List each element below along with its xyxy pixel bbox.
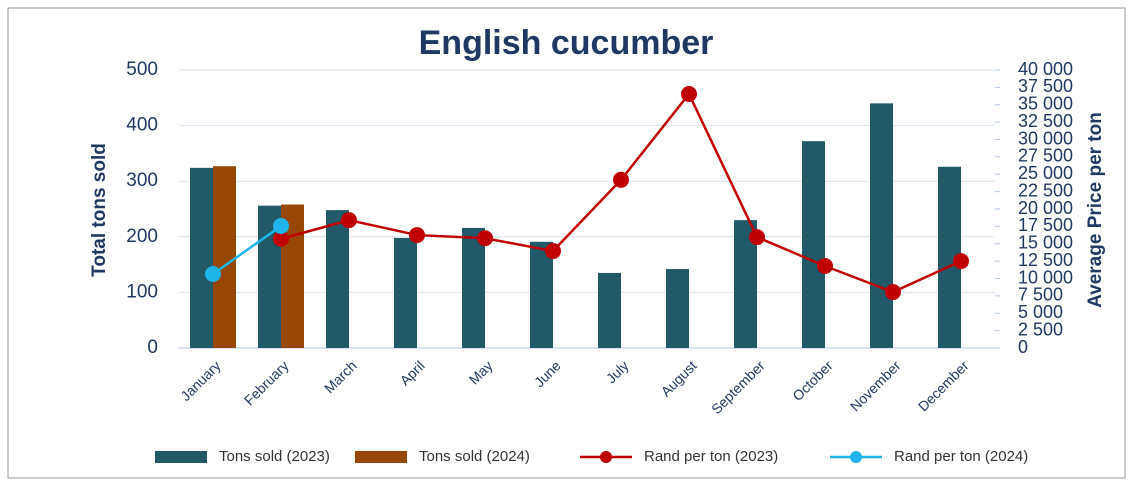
- line-marker: [613, 171, 629, 188]
- y2-tick-label: 17 500: [1018, 215, 1073, 235]
- y2-tick-label: 20 000: [1018, 198, 1073, 218]
- legend-label: Tons sold (2023): [219, 448, 330, 465]
- bar: [666, 269, 689, 348]
- y2-tick-label: 35 000: [1018, 94, 1073, 114]
- y2-tick-label: 32 500: [1018, 111, 1073, 131]
- y2-tick-label: 2 500: [1018, 319, 1063, 339]
- bar: [598, 272, 621, 348]
- y2-tick-label: 37 500: [1018, 76, 1073, 96]
- line: [280, 91, 962, 294]
- bar: [394, 237, 417, 348]
- y-tick-label: 500: [126, 59, 158, 80]
- x-tick-label: July: [603, 357, 632, 386]
- line-marker: [273, 230, 289, 247]
- line: [212, 225, 282, 276]
- line-marker: [749, 229, 765, 246]
- y2-tick-label: 27 500: [1018, 146, 1073, 166]
- x-tick-label: September: [708, 357, 768, 417]
- y-tick-label: 100: [126, 281, 158, 302]
- legend-label: Rand per ton (2023): [644, 448, 778, 465]
- x-tick-label: October: [789, 357, 836, 404]
- line-marker: [885, 284, 901, 301]
- bar: [870, 103, 893, 348]
- x-tick-label: June: [531, 357, 564, 390]
- bar: [802, 141, 825, 348]
- line-marker: [817, 257, 833, 274]
- x-tick-label: December: [915, 357, 972, 414]
- bar: [190, 167, 213, 348]
- bar: [938, 166, 961, 348]
- line-marker: [273, 218, 289, 235]
- legend-swatch: [600, 451, 612, 463]
- bar: [213, 166, 236, 348]
- legend-swatch: [155, 451, 207, 463]
- y2-tick-label: 40 000: [1018, 59, 1073, 79]
- chart-border: [7, 7, 1126, 479]
- line-marker: [953, 253, 969, 270]
- legend-swatch: [850, 451, 862, 463]
- x-tick-label: March: [321, 357, 360, 396]
- line-marker: [205, 265, 221, 282]
- line-marker: [409, 227, 425, 244]
- legend-swatch: [355, 451, 407, 463]
- x-tick-label: April: [397, 357, 428, 388]
- x-tick-label: August: [658, 357, 700, 399]
- y-axis-title: Total tons sold: [89, 143, 110, 277]
- x-tick-label: November: [847, 357, 904, 414]
- y2-tick-label: 10 000: [1018, 267, 1073, 287]
- y-tick-label: 0: [147, 337, 158, 358]
- y2-tick-label: 0: [1018, 337, 1028, 357]
- chart-title: English cucumber: [419, 24, 714, 62]
- y2-axis-title: Average Price per ton: [1085, 112, 1106, 308]
- y2-tick-label: 7 500: [1018, 285, 1063, 305]
- legend-label: Tons sold (2024): [419, 448, 530, 465]
- x-tick-label: May: [466, 357, 496, 387]
- y2-tick-label: 15 000: [1018, 233, 1073, 253]
- legend-label: Rand per ton (2024): [894, 448, 1028, 465]
- y2-tick-label: 25 000: [1018, 163, 1073, 183]
- bar: [462, 227, 485, 348]
- y-tick-label: 200: [126, 226, 158, 247]
- y2-tick-label: 12 500: [1018, 250, 1073, 270]
- bar: [530, 241, 553, 348]
- line-marker: [477, 230, 493, 247]
- line-marker: [341, 212, 357, 229]
- line-marker: [681, 85, 697, 102]
- y2-tick-label: 22 500: [1018, 180, 1073, 200]
- x-tick-label: February: [241, 357, 292, 408]
- y-tick-label: 400: [126, 115, 158, 136]
- bar: [734, 220, 757, 348]
- x-tick-label: January: [177, 357, 224, 404]
- y2-tick-label: 5 000: [1018, 302, 1063, 322]
- bar: [326, 210, 349, 348]
- line-marker: [545, 243, 561, 260]
- y2-tick-label: 30 000: [1018, 128, 1073, 148]
- y-tick-label: 300: [126, 170, 158, 191]
